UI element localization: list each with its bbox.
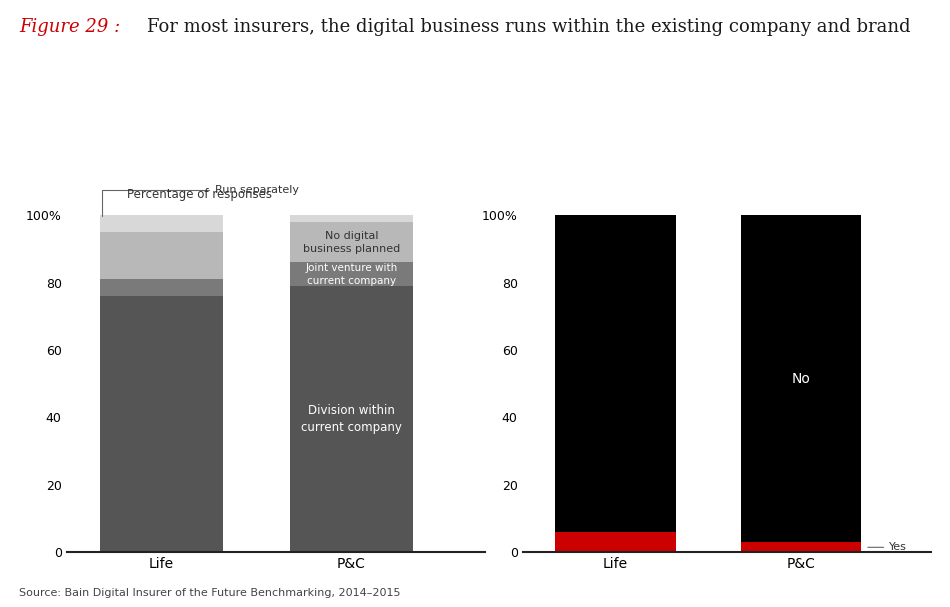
Bar bbox=[290, 286, 413, 552]
Bar bbox=[741, 215, 862, 542]
Bar bbox=[555, 215, 675, 532]
Text: Percentage of responses: Percentage of responses bbox=[127, 188, 273, 201]
Text: For most insurers, the digital business runs within the existing company and bra: For most insurers, the digital business … bbox=[147, 18, 911, 36]
Text: Q: “Will your digital business be run as a division
or as a separate company?”: Q: “Will your digital business be run as… bbox=[89, 133, 462, 161]
Bar bbox=[100, 232, 223, 279]
Text: No: No bbox=[791, 371, 810, 385]
Bar bbox=[100, 215, 223, 232]
Bar bbox=[290, 222, 413, 262]
Text: Q: “Does your digital business have a separate
brand from your existing business: Q: “Does your digital business have a se… bbox=[550, 133, 903, 161]
Text: Yes: Yes bbox=[868, 542, 907, 552]
Text: No digital
business planned: No digital business planned bbox=[303, 231, 400, 254]
Text: Run separately: Run separately bbox=[102, 185, 298, 215]
Bar bbox=[290, 215, 413, 222]
Bar bbox=[100, 296, 223, 552]
Bar bbox=[555, 532, 675, 552]
Text: Figure 29 :: Figure 29 : bbox=[19, 18, 126, 36]
Text: Joint venture with
current company: Joint venture with current company bbox=[305, 263, 398, 286]
Bar bbox=[100, 279, 223, 296]
Text: Division within
current company: Division within current company bbox=[301, 404, 402, 434]
Text: Source: Bain Digital Insurer of the Future Benchmarking, 2014–2015: Source: Bain Digital Insurer of the Futu… bbox=[19, 588, 401, 598]
Bar bbox=[741, 542, 862, 552]
Bar bbox=[290, 262, 413, 286]
